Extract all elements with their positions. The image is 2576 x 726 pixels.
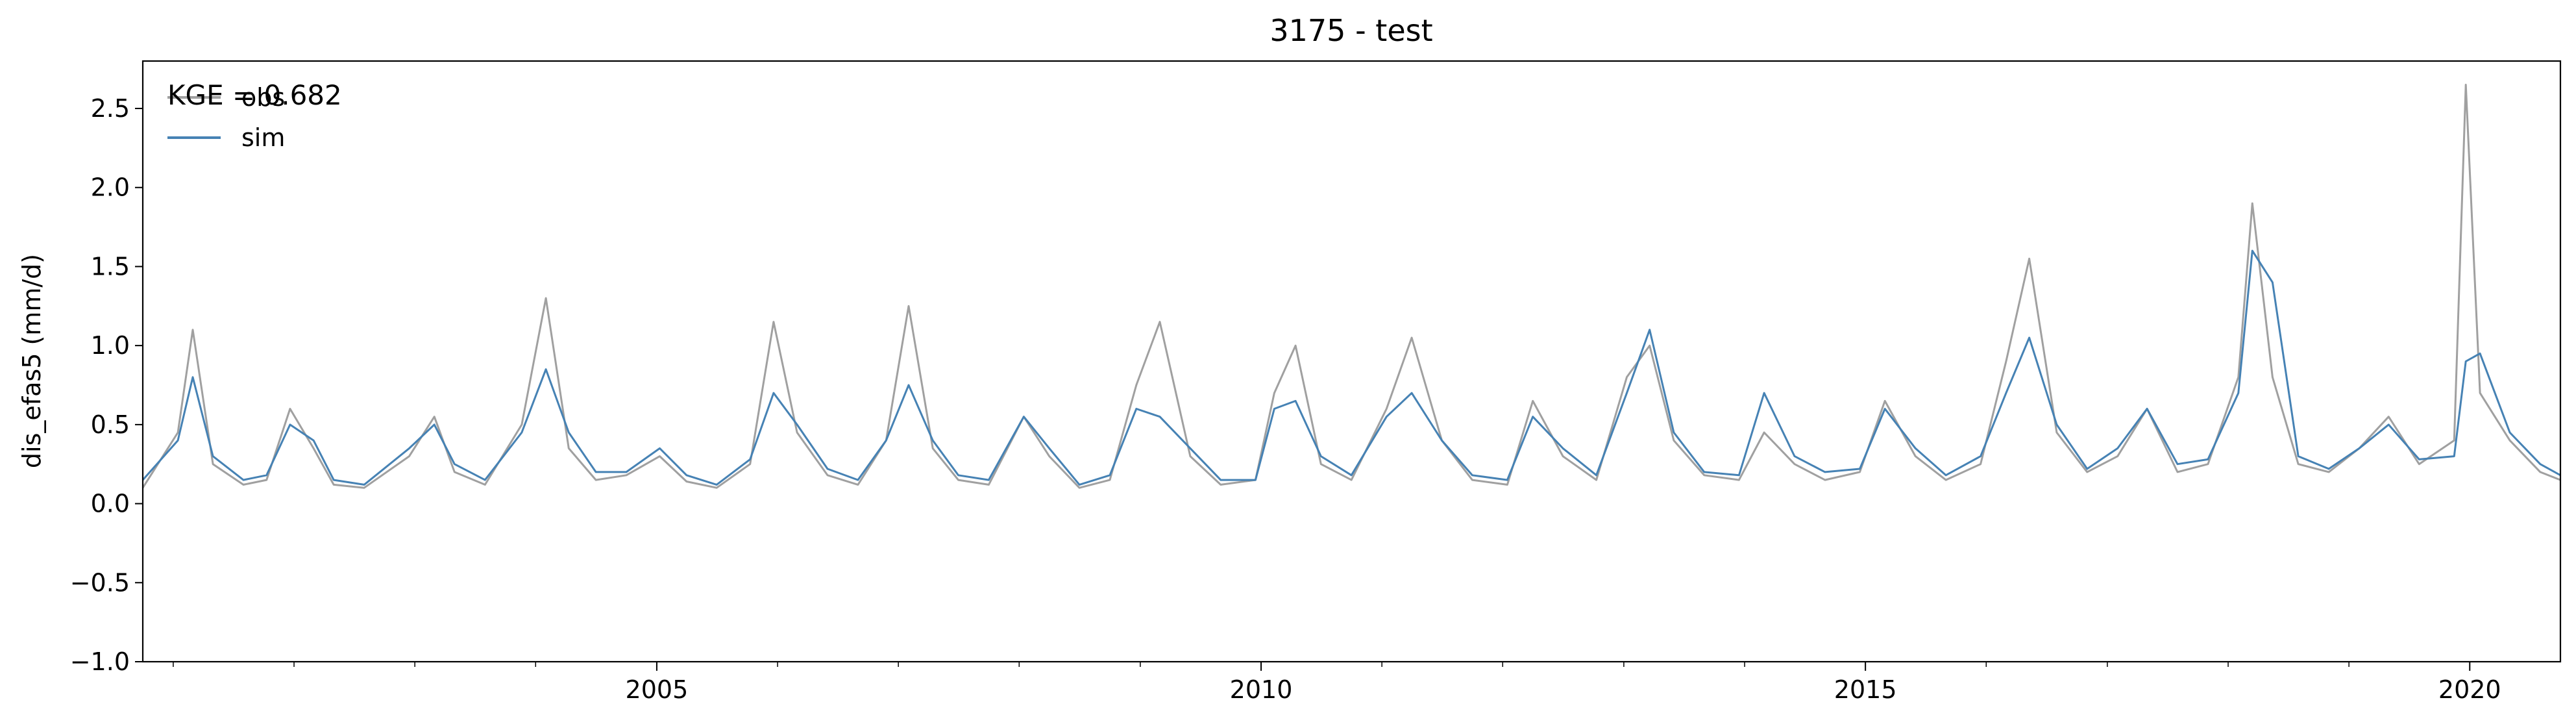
x-tick-label: 2020 [2438, 675, 2501, 704]
series-line-obs [141, 84, 2561, 489]
y-tick-label: −1.0 [70, 647, 130, 676]
y-tick-label: 2.0 [91, 173, 130, 202]
y-tick-label: 1.5 [91, 252, 130, 281]
y-axis-label: dis_efas5 (mm/d) [18, 254, 46, 468]
series-layer [141, 84, 2561, 489]
legend: obs sim [167, 83, 285, 152]
y-axis: −1.0 −0.5 0.0 0.5 1.0 1.5 2.0 2.5 [70, 94, 143, 676]
kge-annotation: KGE = 0.682 [167, 79, 342, 111]
x-tick-label: 2005 [626, 675, 689, 704]
series-line-sim [141, 249, 2561, 486]
plot-area [141, 60, 2562, 663]
y-tick-label: 0.0 [91, 490, 130, 518]
legend-label-sim: sim [241, 123, 285, 152]
x-axis: 2005 2010 2015 2020 [173, 662, 2501, 704]
y-tick-label: 0.5 [91, 410, 130, 439]
x-tick-label: 2015 [1834, 675, 1897, 704]
x-tick-label: 2010 [1230, 675, 1293, 704]
axes-frame [141, 60, 2562, 663]
y-tick-label: 1.0 [91, 331, 130, 360]
y-tick-label: 2.5 [91, 94, 130, 123]
legend-label-obs: obs [241, 83, 285, 112]
chart-title: 3175 - test [1270, 13, 1432, 48]
y-tick-label: −0.5 [70, 568, 130, 597]
